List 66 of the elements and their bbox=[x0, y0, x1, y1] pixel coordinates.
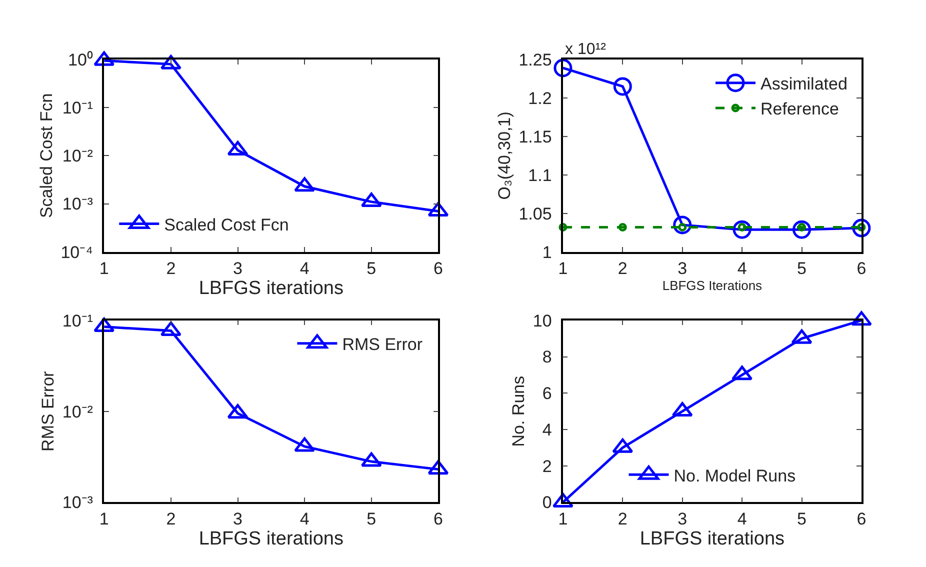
x-tick-label: 2 bbox=[618, 259, 628, 278]
x-tick-label: 5 bbox=[366, 259, 376, 278]
y-tick-label: 10⁻¹ bbox=[62, 311, 94, 330]
x-tick-label: 3 bbox=[678, 509, 688, 528]
x-axis-title: LBFGS iterations bbox=[640, 528, 785, 550]
y-axis-title: O₃(40,30,1) bbox=[494, 112, 514, 200]
y-tick-label: 1.2 bbox=[528, 88, 552, 108]
y-tick-label: 2 bbox=[542, 456, 552, 476]
legend-label: Scaled Cost Fcn bbox=[164, 215, 289, 234]
text: x 10¹² bbox=[565, 41, 607, 58]
y-tick-label: 10⁻³ bbox=[62, 493, 94, 512]
x-axis-title: LBFGS iterations bbox=[198, 278, 344, 300]
y-tick-label: 1.25 bbox=[518, 50, 552, 70]
y-tick-label: 10⁰ bbox=[68, 50, 93, 70]
x-tick-label: 4 bbox=[737, 509, 747, 528]
y-axis-title: No. Runs bbox=[508, 376, 528, 447]
x-tick-label: 2 bbox=[618, 509, 628, 528]
legend-label: Reference bbox=[760, 100, 839, 119]
x-tick-label: 6 bbox=[856, 509, 866, 528]
legend-label: RMS Error bbox=[342, 335, 423, 354]
y-tick-label: 1 bbox=[542, 242, 552, 262]
point bbox=[852, 218, 871, 238]
point bbox=[792, 220, 812, 239]
y-axis-title: RMS Error bbox=[38, 370, 58, 452]
x-tick-label: 2 bbox=[166, 259, 176, 278]
x-tick-label: 5 bbox=[797, 259, 806, 278]
x-tick-label: 6 bbox=[433, 509, 443, 528]
point bbox=[558, 223, 568, 232]
legend-label: No. Model Runs bbox=[674, 466, 796, 486]
point bbox=[732, 220, 752, 239]
y-tick-label: 10⁻² bbox=[62, 146, 94, 166]
x-axis-title: LBFGS Iterations bbox=[662, 278, 763, 294]
x-tick-label: 3 bbox=[678, 259, 688, 278]
y-tick-label: 0 bbox=[542, 493, 552, 512]
y-tick-label: 1.05 bbox=[518, 204, 552, 224]
y-tick-label: 4 bbox=[542, 420, 552, 440]
x-tick-label: 4 bbox=[300, 509, 310, 528]
x-tick-label: 6 bbox=[433, 259, 443, 278]
y-tick-label: 10⁻⁴ bbox=[60, 242, 93, 262]
x-tick-label: 3 bbox=[233, 509, 242, 528]
x-tick-label: 1 bbox=[558, 509, 568, 528]
x-tick-label: 1 bbox=[558, 259, 568, 278]
y-tick-label: 10⁻¹ bbox=[62, 98, 94, 118]
point bbox=[673, 216, 692, 234]
x-tick-label: 3 bbox=[233, 259, 242, 278]
x-tick-label: 5 bbox=[366, 509, 376, 528]
x-tick-label: 4 bbox=[300, 259, 310, 278]
x-tick-label: 5 bbox=[797, 509, 806, 528]
y-tick-label: 10⁻² bbox=[62, 402, 94, 422]
point bbox=[554, 58, 572, 78]
point bbox=[613, 77, 632, 96]
legend-label: Assimilated bbox=[760, 74, 848, 94]
y-tick-label: 10 bbox=[532, 311, 552, 330]
y-tick-label: 8 bbox=[542, 348, 552, 367]
y-tick-label: 1.1 bbox=[528, 166, 552, 185]
y-tick-label: 10⁻³ bbox=[62, 194, 94, 214]
x-tick-label: 2 bbox=[166, 509, 176, 528]
x-tick-label: 1 bbox=[99, 509, 109, 528]
x-axis-title: LBFGS iterations bbox=[198, 528, 344, 550]
x-tick-label: 4 bbox=[737, 259, 747, 278]
x-tick-label: 1 bbox=[99, 259, 109, 278]
y-axis-title: Scaled Cost Fcn bbox=[36, 93, 56, 218]
y-tick-label: 6 bbox=[542, 384, 552, 404]
y-tick-label: 1.15 bbox=[518, 127, 552, 146]
x-tick-label: 6 bbox=[856, 259, 866, 278]
point bbox=[618, 223, 627, 232]
